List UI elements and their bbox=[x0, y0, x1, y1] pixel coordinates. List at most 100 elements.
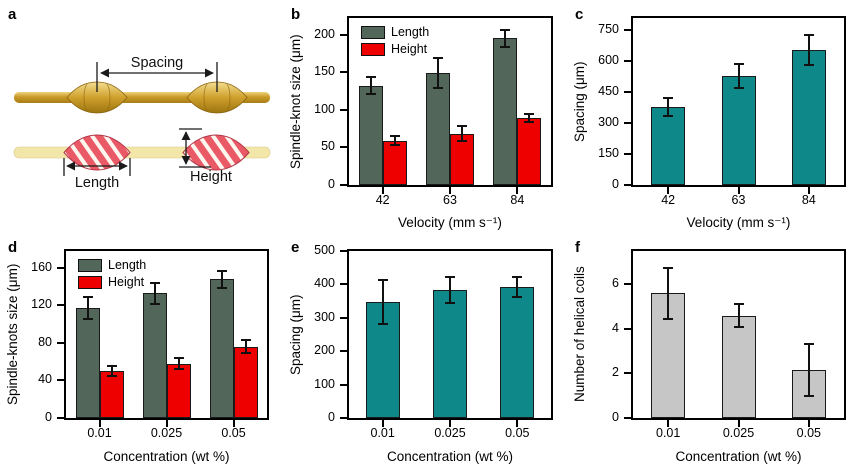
y-tick bbox=[624, 153, 633, 156]
x-tick-label: 0.05 bbox=[505, 426, 530, 440]
error-bar-line bbox=[667, 97, 670, 117]
plot-area-f: 0 2 4 6 0.01 0.025 0.05 bbox=[612, 249, 846, 440]
x-tick bbox=[667, 418, 670, 427]
y-tick-label: 6 bbox=[612, 276, 619, 291]
spacing-arrow bbox=[96, 62, 218, 92]
panel-f: f Number of helical coils 0 2 4 6 0.01 0.025 0… bbox=[567, 233, 860, 466]
error-bar-cap bbox=[457, 125, 467, 128]
error-bar-line bbox=[177, 357, 180, 370]
x-axis-title-b: Velocity (mm s⁻¹) bbox=[398, 215, 502, 230]
y-tick-label: 100 bbox=[314, 101, 335, 116]
error-bar-line bbox=[110, 366, 113, 376]
y-tick-label: 600 bbox=[598, 53, 619, 68]
panel-label-d: d bbox=[8, 239, 18, 256]
bar-spacing-0.05 bbox=[500, 287, 535, 418]
y-axis-title-c: Spacing (μm) bbox=[572, 61, 587, 142]
error-bar-cap bbox=[433, 56, 443, 59]
legend-label: Length bbox=[391, 25, 430, 39]
x-tick bbox=[98, 418, 101, 427]
error-bar-cap bbox=[389, 144, 400, 147]
length-label: Length bbox=[75, 175, 119, 191]
height-arrow bbox=[179, 128, 211, 168]
y-tick bbox=[624, 327, 633, 330]
error-bar-cap bbox=[524, 120, 535, 123]
spacing-label: Spacing bbox=[131, 55, 183, 71]
y-tick bbox=[57, 417, 66, 419]
y-tick bbox=[340, 350, 349, 353]
error-bar-line bbox=[807, 34, 810, 66]
fiber-schematic: Spacing Length Height bbox=[13, 55, 271, 191]
error-bar-line bbox=[244, 340, 247, 354]
error-bar-cap bbox=[663, 317, 674, 320]
error-bar-cap bbox=[733, 63, 744, 66]
plot-area-b: 0 50 100 150 200 42 63 84 Length Height bbox=[314, 16, 553, 207]
error-bar-cap bbox=[240, 339, 251, 342]
x-tick bbox=[449, 418, 451, 427]
error-bar-line bbox=[504, 30, 507, 47]
bar-number-of-helical-coils-0.025 bbox=[721, 315, 756, 418]
y-tick bbox=[624, 60, 633, 63]
error-bar-line bbox=[737, 304, 740, 327]
legend-swatch-length bbox=[361, 25, 385, 39]
error-bar-line bbox=[807, 343, 810, 397]
error-bar-cap bbox=[149, 302, 160, 305]
panel-label-e: e bbox=[291, 239, 300, 256]
y-tick bbox=[624, 29, 633, 32]
error-bar-cap bbox=[82, 295, 93, 298]
error-bar-cap bbox=[106, 365, 117, 368]
bar-height-0.01 bbox=[99, 371, 124, 418]
y-tick-label: 0 bbox=[45, 410, 52, 424]
x-tick-label: 0.01 bbox=[656, 426, 681, 440]
y-tick-label: 0 bbox=[328, 177, 335, 191]
bar-height-63 bbox=[450, 133, 474, 185]
panel-label-c: c bbox=[575, 6, 584, 23]
x-tick bbox=[807, 185, 810, 194]
x-tick bbox=[516, 185, 519, 194]
y-tick-label: 450 bbox=[598, 84, 619, 99]
x-tick-label: 0.01 bbox=[370, 426, 395, 440]
error-bar-line bbox=[220, 270, 223, 288]
y-tick-label: 80 bbox=[38, 334, 52, 349]
bar-spacing-84 bbox=[791, 49, 826, 185]
x-tick-label: 84 bbox=[801, 193, 816, 207]
error-bar-line bbox=[393, 136, 396, 146]
x-tick-label: 63 bbox=[731, 193, 746, 207]
y-tick bbox=[57, 304, 66, 307]
y-tick-label: 160 bbox=[31, 259, 52, 274]
panel-b: b Spindle-knot size (μm) 0 50 100 150 200 42 6… bbox=[283, 0, 567, 233]
y-tick-label: 300 bbox=[598, 115, 619, 130]
bar-height-0.05 bbox=[233, 346, 258, 418]
error-bar-cap bbox=[240, 352, 251, 355]
x-tick-label: 0.05 bbox=[221, 426, 246, 440]
error-bar-cap bbox=[389, 135, 400, 138]
error-bar-cap bbox=[512, 276, 523, 279]
legend-item: Height bbox=[361, 42, 429, 56]
error-bar-cap bbox=[173, 356, 184, 359]
panel-label-f: f bbox=[575, 239, 580, 256]
error-bar-cap bbox=[733, 303, 744, 306]
y-tick-label: 4 bbox=[612, 320, 619, 335]
error-bar-line bbox=[449, 277, 451, 303]
y-tick-label: 300 bbox=[314, 309, 335, 324]
error-bar-cap bbox=[365, 92, 376, 95]
error-bar-line bbox=[461, 126, 463, 142]
y-tick bbox=[340, 417, 349, 419]
length-arrow bbox=[63, 158, 131, 176]
bar-length-42 bbox=[358, 85, 383, 185]
error-bar-cap bbox=[524, 113, 535, 116]
bar-height-42 bbox=[382, 140, 407, 185]
plot-area-c: 0 150 300 450 600 750 42 63 84 bbox=[598, 16, 846, 207]
y-tick-label: 100 bbox=[314, 376, 335, 391]
x-tick-label: 0.025 bbox=[722, 426, 755, 440]
x-tick bbox=[516, 418, 519, 427]
error-bar-cap bbox=[377, 323, 388, 326]
panel-label-b: b bbox=[291, 6, 301, 23]
y-tick-label: 500 bbox=[314, 243, 335, 257]
y-tick bbox=[340, 316, 349, 319]
x-tick-label: 0.05 bbox=[796, 426, 821, 440]
y-tick-label: 0 bbox=[612, 177, 619, 191]
error-bar-cap bbox=[377, 279, 388, 282]
y-tick bbox=[340, 33, 349, 36]
x-axis-title-e: Concentration (wt %) bbox=[386, 449, 514, 464]
error-bar-line bbox=[737, 64, 740, 89]
